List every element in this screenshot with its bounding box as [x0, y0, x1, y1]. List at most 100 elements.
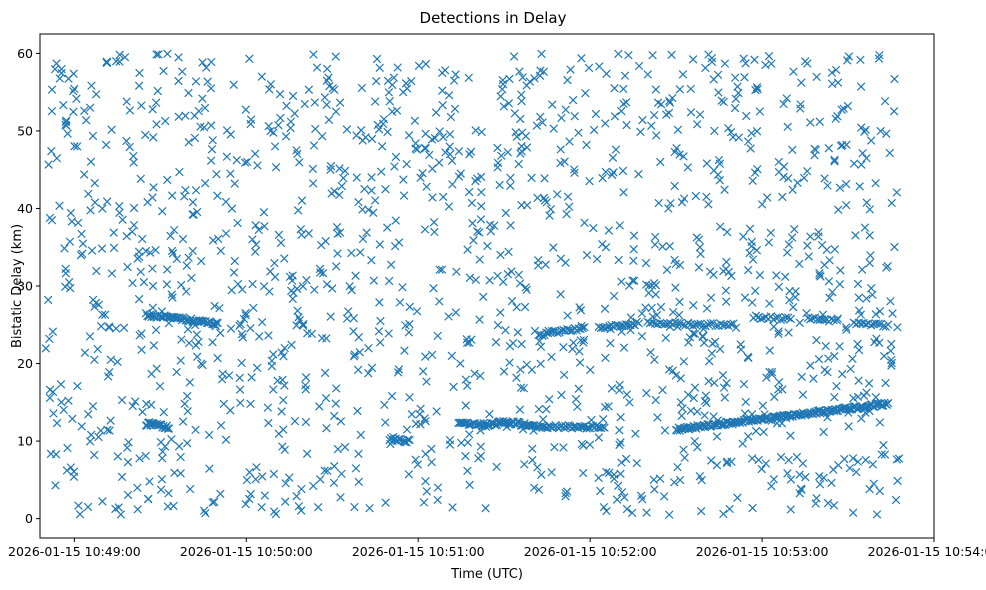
detection-point [182, 439, 192, 448]
detection-point [692, 233, 701, 242]
detection-point [512, 373, 521, 382]
detection-point [115, 208, 124, 217]
detection-point [788, 302, 798, 312]
detection-point [814, 354, 824, 364]
detection-point [102, 197, 112, 206]
detection-point [159, 407, 169, 417]
detection-point [722, 227, 732, 237]
detection-point [389, 73, 399, 82]
detection-point [336, 493, 345, 502]
detection-point [756, 314, 766, 324]
detection-point [602, 506, 611, 516]
detection-point [833, 112, 842, 121]
detection-point [59, 100, 68, 110]
detection-point [175, 167, 184, 177]
detection-point [702, 304, 712, 313]
detection-point [661, 333, 670, 343]
detection-point [721, 297, 731, 306]
detection-point [476, 215, 486, 224]
detection-point [464, 187, 474, 197]
detection-point [766, 228, 776, 238]
detection-point [373, 120, 383, 130]
detection-point [98, 310, 107, 319]
detection-point [865, 205, 875, 214]
detection-point [883, 398, 893, 408]
detection-point [528, 455, 537, 465]
detection-point [868, 460, 878, 469]
detection-point [804, 252, 813, 261]
detection-point [435, 127, 444, 136]
detection-point [444, 202, 454, 211]
detection-point [200, 179, 210, 188]
detection-point [594, 473, 603, 483]
detection-point [429, 284, 438, 293]
detection-point [761, 459, 771, 468]
detection-point [465, 338, 474, 347]
detection-point [198, 360, 207, 370]
detection-point [439, 192, 448, 202]
detection-point [365, 503, 374, 513]
detection-point [774, 377, 784, 387]
detection-point [207, 121, 216, 130]
detection-point [841, 323, 851, 332]
detection-point [565, 137, 574, 146]
detection-point [815, 268, 824, 278]
detection-point [778, 385, 787, 394]
detection-point [152, 120, 161, 129]
detection-point [353, 365, 363, 375]
detection-point [819, 427, 828, 437]
detection-point [637, 331, 647, 341]
detection-point [356, 430, 366, 440]
detection-point [282, 101, 291, 111]
detection-point [139, 277, 149, 287]
y-tick-label: 10 [17, 434, 33, 449]
detection-point [322, 100, 331, 109]
detection-point [269, 350, 278, 359]
detection-point [658, 385, 667, 395]
detection-point [271, 163, 281, 172]
detection-point [456, 359, 465, 368]
detection-point [72, 142, 82, 151]
detection-point [270, 142, 280, 151]
detection-point [419, 498, 429, 507]
detection-point [400, 346, 409, 355]
detection-point [80, 348, 90, 357]
detection-point [393, 63, 402, 72]
detection-point [315, 402, 324, 411]
detection-point [492, 462, 501, 472]
detection-point [837, 105, 846, 114]
detection-point [64, 396, 73, 405]
detection-point [559, 443, 568, 452]
detection-point [665, 98, 675, 107]
detection-point [797, 78, 806, 87]
detection-point [496, 250, 505, 260]
detection-point [562, 209, 571, 219]
detection-point [185, 484, 195, 494]
detection-point [831, 65, 841, 75]
detection-point [866, 136, 876, 145]
detection-point [264, 418, 273, 428]
detection-point [617, 277, 626, 286]
detection-point [556, 158, 565, 168]
detection-point [213, 191, 222, 200]
detection-point [549, 243, 558, 252]
detection-point [814, 227, 823, 237]
detection-point [887, 198, 896, 208]
detection-point [103, 425, 112, 435]
detection-point [644, 288, 653, 298]
detection-point [675, 260, 685, 270]
detection-point [655, 318, 665, 328]
detection-point [798, 390, 808, 399]
detection-point [317, 333, 327, 343]
detection-point [658, 242, 667, 251]
detection-point [339, 173, 348, 183]
detection-point [748, 503, 757, 513]
detection-point [230, 256, 240, 266]
detection-point [330, 85, 339, 95]
detection-point [246, 399, 255, 409]
detection-point [63, 129, 72, 138]
detection-point [301, 373, 311, 382]
detection-point [528, 444, 537, 453]
detection-point [585, 440, 595, 449]
detection-point [176, 280, 186, 290]
